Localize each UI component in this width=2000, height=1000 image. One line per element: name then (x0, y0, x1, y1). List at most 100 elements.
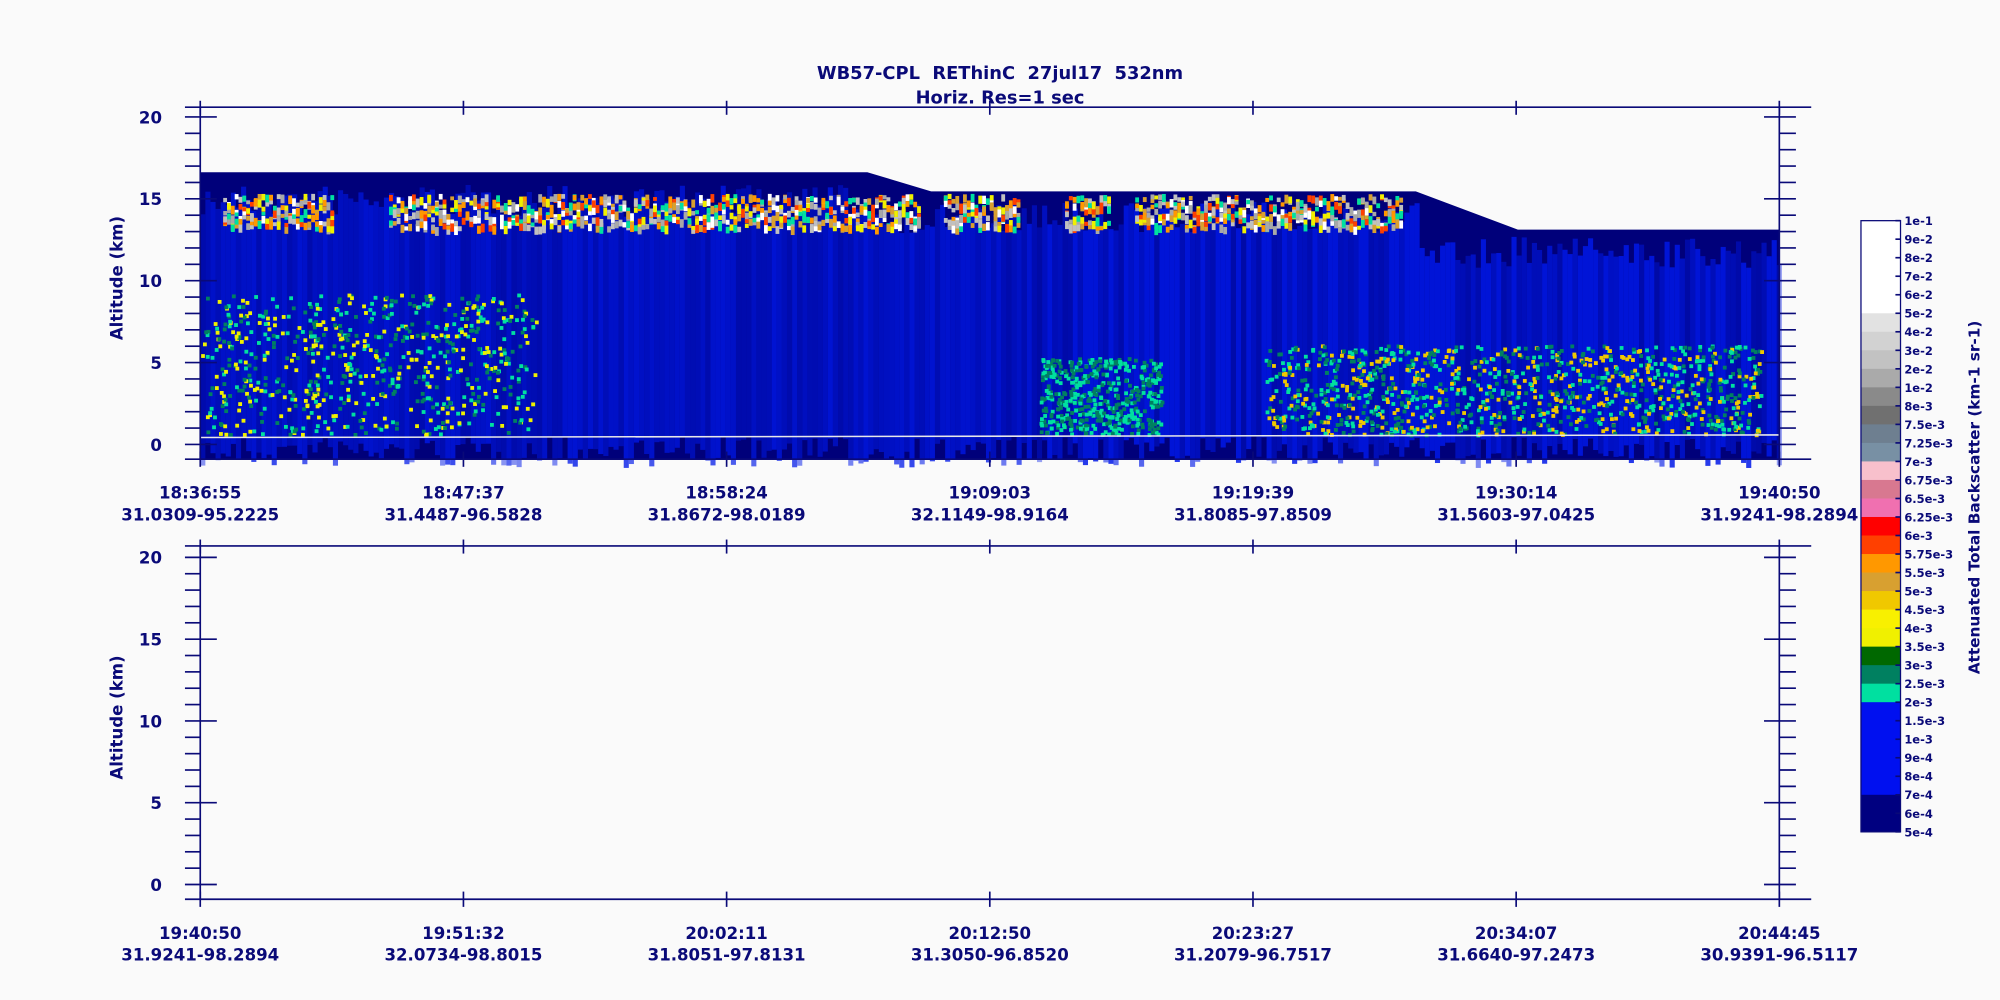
aerosol-cell (1756, 371, 1761, 376)
cloud-cell (764, 225, 768, 234)
cloud-cell (1088, 220, 1092, 226)
aerosol-cell (1684, 393, 1689, 398)
aerosol-cell (459, 327, 464, 332)
aerosol-cell (1370, 428, 1375, 433)
cloud-cell (794, 207, 799, 216)
aerosol-cell (1146, 394, 1151, 399)
aerosol-cell (452, 322, 457, 327)
aerosol-cell (308, 330, 313, 335)
cloud-cell (1200, 221, 1205, 231)
aerosol-cell (1135, 409, 1140, 414)
aerosol-cell (383, 304, 388, 309)
aerosol-cell (1381, 395, 1386, 399)
aerosol-cell (210, 386, 215, 391)
aerosol-cell (400, 339, 405, 343)
aerosol-cell (1639, 430, 1644, 434)
cloud-cell (1353, 210, 1358, 217)
aerosol-cell (1293, 345, 1298, 350)
cloud-cell (1135, 215, 1140, 222)
backscatter-column (822, 200, 828, 452)
aerosol-cell (1653, 362, 1658, 366)
aerosol-cell (1118, 418, 1123, 423)
aerosol-cell (1671, 394, 1675, 398)
cloud-cell (1326, 212, 1331, 219)
aerosol-cell (1321, 399, 1326, 404)
cloud-cell (411, 204, 416, 211)
aerosol-cell (1109, 358, 1113, 363)
cloud-cell (507, 206, 512, 215)
aerosol-cell (1384, 431, 1389, 436)
cloud-cell (1395, 221, 1400, 229)
aerosol-cell (1151, 380, 1155, 385)
aerosol-cell (423, 366, 428, 370)
aerosol-cell (1658, 377, 1663, 382)
aerosol-cell (1123, 361, 1128, 366)
aerosol-cell (1378, 368, 1383, 373)
backscatter-column (1072, 208, 1078, 444)
colorbar-level: 3e-3 (1904, 659, 1933, 673)
aerosol-cell (1588, 358, 1593, 362)
cloud-cell (1292, 209, 1296, 216)
aerosol-cell (373, 353, 378, 358)
cloud-cell (1257, 222, 1262, 227)
cloud-cell (423, 221, 428, 230)
cloud-cell (1016, 222, 1021, 228)
cloud-cell (584, 220, 589, 225)
aerosol-cell (1592, 405, 1596, 409)
cloud-cell (698, 225, 703, 233)
aerosol-cell (1107, 432, 1111, 437)
cloud-cell (315, 223, 319, 232)
aerosol-cell (1476, 383, 1480, 388)
aerosol-cell (404, 326, 409, 331)
y-tick-label: 20 (139, 108, 162, 127)
cloud-cell (322, 221, 327, 227)
aerosol-cell (1056, 407, 1061, 412)
backscatter-column (200, 214, 206, 466)
aerosol-cell (414, 357, 419, 362)
aerosol-cell (1461, 387, 1465, 392)
aerosol-cell (300, 330, 305, 334)
aerosol-cell (1289, 403, 1294, 408)
x-tick-location: 31.4487-96.5828 (384, 505, 542, 524)
aerosol-cell (1711, 358, 1716, 363)
cloud-cell (798, 204, 803, 211)
aerosol-cell (314, 429, 319, 434)
aerosol-cell (1446, 363, 1451, 368)
cloud-cell (733, 225, 738, 233)
cloud-cell (261, 211, 266, 216)
aerosol-cell (1600, 375, 1605, 380)
aerosol-cell (1520, 415, 1524, 419)
backscatter-column (883, 224, 890, 460)
backscatter-column (1526, 262, 1532, 464)
aerosol-cell (526, 427, 531, 432)
aerosol-cell (496, 321, 501, 326)
aerosol-cell (262, 357, 267, 362)
x-tick-time: 19:51:32 (422, 924, 504, 943)
aerosol-cell (1526, 365, 1531, 370)
aerosol-cell (1295, 347, 1300, 352)
aerosol-cell (340, 381, 345, 385)
aerosol-cell (1462, 411, 1467, 415)
aerosol-cell (409, 357, 414, 362)
cloud-cell (691, 226, 696, 234)
y-tick-label: 10 (139, 712, 162, 731)
aerosol-cell (1396, 394, 1401, 399)
aerosol-cell (1070, 395, 1075, 400)
backscatter-column (241, 186, 247, 438)
cloud-cell (1150, 204, 1155, 210)
cloud-cell (1211, 194, 1216, 201)
cloud-cell (389, 220, 393, 226)
aerosol-cell (1278, 399, 1283, 404)
aerosol-cell (1342, 405, 1347, 410)
aerosol-cell (1319, 419, 1324, 424)
cloud-cell (721, 196, 726, 202)
aerosol-cell (1406, 432, 1411, 437)
aerosol-cell (1096, 384, 1101, 389)
aerosol-cell (287, 407, 292, 412)
aerosol-cell (276, 377, 281, 382)
aerosol-cell (1398, 357, 1403, 362)
aerosol-cell (1692, 412, 1697, 417)
aerosol-cell (454, 334, 459, 339)
aerosol-cell (421, 332, 426, 337)
aerosol-cell (355, 340, 360, 345)
